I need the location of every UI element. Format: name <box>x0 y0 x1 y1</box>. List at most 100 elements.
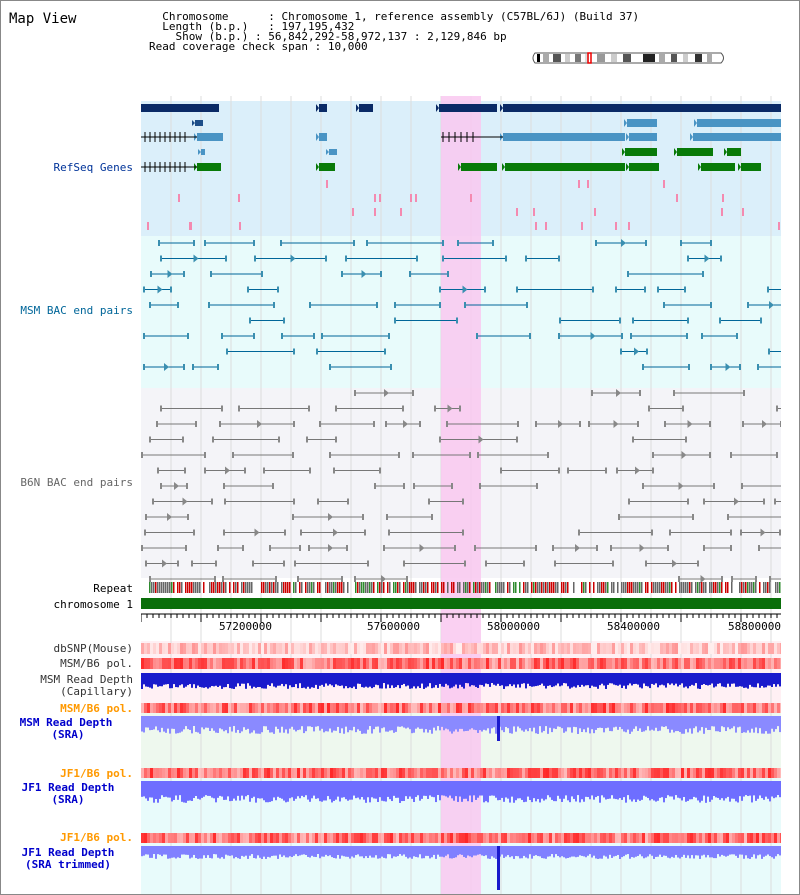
heat-cell <box>699 833 702 843</box>
heat-cell <box>591 658 594 669</box>
depth-bar <box>375 673 377 685</box>
heat-cell <box>198 703 201 713</box>
heat-cell <box>684 768 687 778</box>
msm-bac-end-pairs-track[interactable] <box>143 239 781 371</box>
depth-bar <box>627 673 629 686</box>
depth-bar <box>249 846 251 856</box>
bac-end-mark <box>283 317 285 324</box>
heat-cell <box>762 703 765 713</box>
bac-end-mark <box>663 302 665 308</box>
region-info: Chromosome : Chromosome 1, reference ass… <box>149 11 639 52</box>
depth-bar <box>307 673 309 687</box>
depth-bar <box>751 716 753 729</box>
heat-cell <box>540 658 543 669</box>
heat-cell <box>543 833 546 843</box>
heat-cell <box>771 833 774 843</box>
depth-bar <box>515 716 517 732</box>
heat-cell <box>417 643 420 654</box>
genome-track-plot[interactable] <box>141 96 781 895</box>
heat-cell <box>459 833 462 843</box>
depth-bar <box>673 673 675 686</box>
depth-bar <box>565 846 567 859</box>
heat-cell <box>744 768 747 778</box>
bac-end-mark <box>187 514 189 520</box>
depth-bar <box>575 846 577 858</box>
refseq-gene <box>461 163 497 171</box>
depth-bar <box>363 846 365 859</box>
chromosome-ideogram[interactable] <box>531 52 727 64</box>
depth-bar <box>563 673 565 684</box>
b6n-bac-end-pairs-track[interactable] <box>141 389 781 583</box>
repeat-mark <box>251 582 253 593</box>
depth-bar <box>399 846 401 855</box>
bac-end-mark <box>652 467 654 474</box>
heat-cell <box>405 703 408 713</box>
heat-cell <box>351 658 354 669</box>
depth-bar <box>177 673 179 688</box>
heat-cell <box>354 658 357 669</box>
bac-end-mark <box>779 529 781 536</box>
repeat-mark <box>383 582 385 593</box>
heat-cell <box>333 643 336 654</box>
repeat-mark <box>613 582 615 593</box>
heat-cell <box>435 658 438 669</box>
repeat-mark <box>627 582 629 593</box>
heat-cell <box>285 658 288 669</box>
depth-bar <box>431 846 433 858</box>
repeat-track[interactable] <box>149 582 781 593</box>
bac-end-mark <box>388 333 390 339</box>
bac-end-mark <box>776 452 778 458</box>
heat-cell <box>276 643 279 654</box>
heat-cell <box>549 658 552 669</box>
repeat-mark <box>347 582 349 593</box>
refseq-genes-track[interactable] <box>141 104 781 230</box>
heat-cell <box>753 703 756 713</box>
depth-bar <box>599 846 601 859</box>
depth-bar <box>649 716 651 731</box>
depth-bar <box>447 846 449 855</box>
depth-bar <box>327 846 329 857</box>
depth-bar <box>347 673 349 689</box>
depth-bar <box>263 846 265 857</box>
depth-bar <box>525 781 527 802</box>
bac-end-mark <box>226 348 228 355</box>
heat-cell <box>183 703 186 713</box>
depth-bar <box>653 781 655 801</box>
heat-cell <box>237 703 240 713</box>
depth-bar <box>765 781 767 797</box>
bac-end-mark <box>244 467 246 474</box>
heat-cell <box>453 658 456 669</box>
heat-cell <box>648 703 651 713</box>
bac-end-mark <box>192 364 194 370</box>
depth-bar <box>631 716 633 732</box>
heat-cell <box>282 658 285 669</box>
depth-bar <box>207 673 209 689</box>
depth-bar <box>269 716 271 733</box>
depth-bar <box>617 781 619 800</box>
bac-end-mark <box>253 240 255 246</box>
bac-end-mark <box>439 286 441 293</box>
heat-cell <box>780 833 781 843</box>
heat-cell <box>369 643 372 654</box>
bac-end-mark <box>547 452 549 458</box>
depth-bar <box>313 716 315 732</box>
depth-bar <box>241 781 243 796</box>
depth-bar <box>339 716 341 734</box>
depth-bar <box>397 846 399 857</box>
depth-bar <box>631 781 633 802</box>
depth-bar <box>731 716 733 729</box>
heat-cell <box>291 703 294 713</box>
heat-cell <box>429 833 432 843</box>
repeat-mark <box>685 582 687 593</box>
heat-cell <box>597 658 600 669</box>
repeat-mark <box>689 582 691 593</box>
depth-bar <box>277 846 279 859</box>
depth-bar <box>469 781 471 796</box>
heat-cell <box>576 703 579 713</box>
depth-bar <box>197 781 199 799</box>
depth-bar <box>283 716 285 733</box>
heat-cell <box>462 658 465 669</box>
repeat-mark <box>247 582 249 593</box>
heat-cell <box>498 643 501 654</box>
depth-bar <box>667 673 669 684</box>
